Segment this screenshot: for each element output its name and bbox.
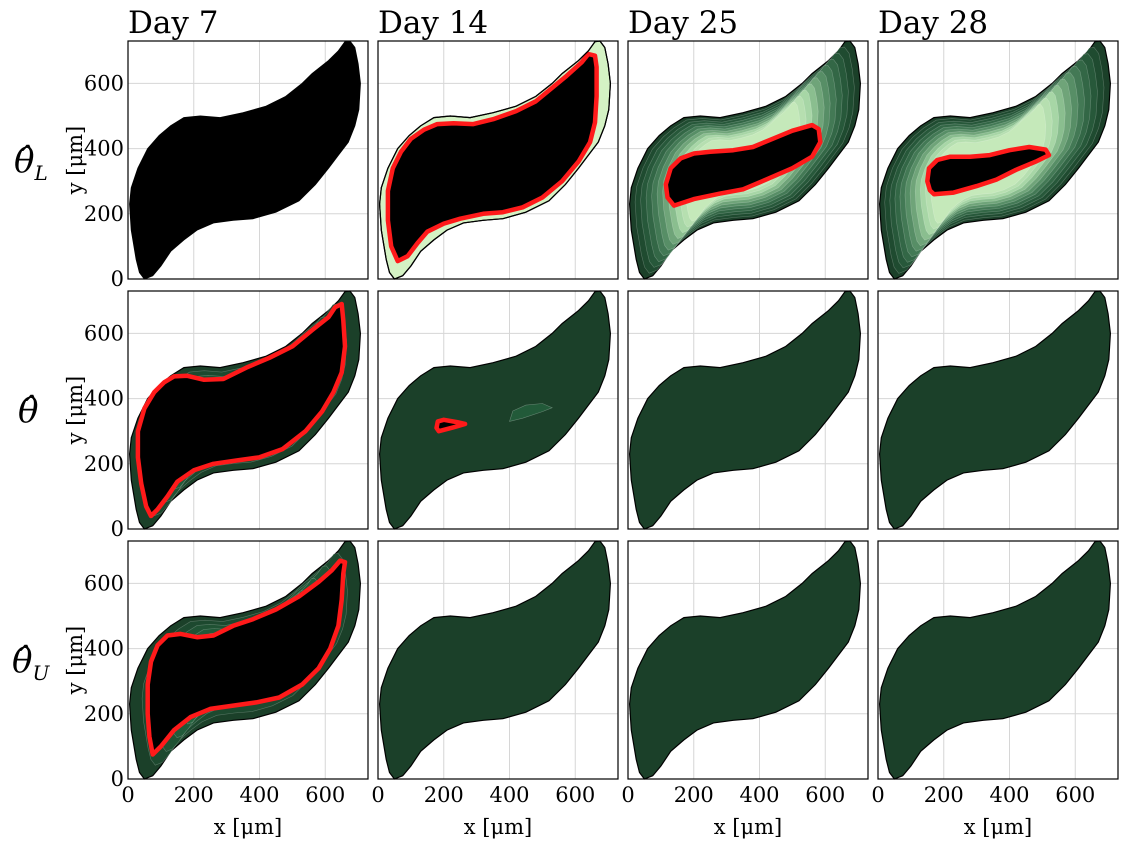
row-labels: θ̂L θ̂ θ̂U	[12, 141, 50, 685]
x-tick-label: 400	[739, 783, 779, 807]
ylabel-row2: y [μm]	[63, 626, 87, 696]
row-label-theta: θ̂	[18, 391, 38, 431]
xlabel-col1: x [μm]	[464, 815, 532, 839]
xlabel-col0: x [μm]	[214, 815, 282, 839]
tumor-region	[378, 540, 612, 780]
row-label-theta-u: θ̂U	[12, 641, 50, 685]
panel-r2-c2: 0 200 400 600	[621, 540, 869, 807]
y-axis-labels: y [μm] y [μm] y [μm]	[63, 126, 87, 696]
ylabel-row1: y [μm]	[63, 376, 87, 446]
panel-frame	[377, 40, 619, 280]
panel-r1-c2	[627, 290, 869, 530]
panel-frame	[377, 540, 619, 780]
ylabel-row0: y [μm]	[63, 126, 87, 196]
tumor-region	[378, 290, 612, 530]
x-tick-label: 0	[621, 783, 634, 807]
panel-frame	[127, 290, 369, 530]
y-tick-label: 400	[84, 387, 124, 411]
panel-r2-c0: 0 200 400 600 0 200 400 600	[84, 540, 369, 807]
tumor-region	[129, 40, 361, 280]
tumor-region	[878, 290, 1112, 530]
col-title-day14: Day 14	[378, 5, 488, 41]
x-tick-label: 0	[871, 783, 884, 807]
row-label-theta-l-symbol: θ̂	[14, 141, 34, 181]
level-contour	[145, 558, 348, 757]
x-axis-labels: x [μm] x [μm] x [μm] x [μm]	[214, 815, 1032, 839]
panel-frame	[627, 40, 869, 280]
col-title-day7: Day 7	[128, 5, 218, 41]
row-label-theta-u-sub: U	[32, 661, 50, 685]
x-tick-label: 400	[989, 783, 1029, 807]
x-tick-label: 0	[371, 783, 384, 807]
row-label-theta-l: θ̂L	[14, 141, 48, 185]
tumor-region	[628, 290, 862, 530]
panel-r0-c1	[377, 40, 619, 280]
xlabel-col2: x [μm]	[714, 815, 782, 839]
level-band	[509, 403, 553, 422]
column-titles: Day 7 Day 14 Day 25 Day 28	[128, 5, 988, 41]
tumor-region	[878, 540, 1112, 780]
x-tick-label: 400	[239, 783, 279, 807]
y-tick-label: 600	[84, 571, 124, 595]
panel-frame	[877, 40, 1119, 280]
row-label-theta-u-symbol: θ̂	[12, 641, 32, 681]
row-label-theta-l-sub: L	[33, 161, 47, 185]
level-contour	[925, 144, 1052, 197]
panel-frame	[127, 40, 369, 280]
panel-r0-c0: 0 200 400 600	[84, 40, 369, 291]
panel-r2-c1: 0 200 400 600	[371, 540, 619, 807]
level-contour	[385, 51, 599, 264]
panel-r1-c0: 0 200 400 600	[84, 290, 369, 541]
x-tick-label: 200	[674, 783, 714, 807]
panel-r2-c3: 0 200 400 600	[871, 540, 1119, 807]
panel-frame	[627, 290, 869, 530]
x-tick-label: 400	[489, 783, 529, 807]
x-tick-label: 200	[174, 783, 214, 807]
xlabel-col3: x [μm]	[964, 815, 1032, 839]
tumor-region	[628, 540, 862, 780]
panel-frame	[127, 540, 369, 780]
y-tick-label: 0	[111, 767, 124, 791]
row-label-theta-symbol: θ̂	[18, 391, 38, 431]
x-tick-label: 0	[121, 783, 134, 807]
y-tick-label: 400	[84, 137, 124, 161]
y-tick-label: 600	[84, 321, 124, 345]
panel-frame	[877, 540, 1119, 780]
x-tick-label: 600	[305, 783, 345, 807]
y-tick-label: 600	[84, 71, 124, 95]
panel-r0-c2	[627, 40, 869, 280]
col-title-day28: Day 28	[878, 5, 988, 41]
y-tick-label: 200	[84, 702, 124, 726]
x-tick-label: 200	[924, 783, 964, 807]
level-contour	[434, 417, 468, 434]
panels: 0 200 400 600 0 200 400 600 0 200 400 600 0 200 400 600…	[84, 40, 1119, 807]
y-tick-label: 200	[84, 452, 124, 476]
level-contour	[663, 122, 823, 208]
panel-frame	[377, 290, 619, 530]
col-title-day25: Day 25	[628, 5, 738, 41]
panel-r1-c1	[377, 290, 619, 530]
y-tick-label: 0	[111, 517, 124, 541]
panel-frame	[627, 540, 869, 780]
y-tick-label: 0	[111, 267, 124, 291]
x-tick-label: 600	[1055, 783, 1095, 807]
y-tick-label: 200	[84, 202, 124, 226]
x-tick-label: 200	[424, 783, 464, 807]
x-tick-label: 600	[805, 783, 845, 807]
level-contour	[135, 301, 348, 519]
x-tick-label: 600	[555, 783, 595, 807]
y-tick-label: 400	[84, 637, 124, 661]
panel-r0-c3	[877, 40, 1119, 280]
panel-r1-c3	[877, 290, 1119, 530]
panel-frame	[877, 290, 1119, 530]
